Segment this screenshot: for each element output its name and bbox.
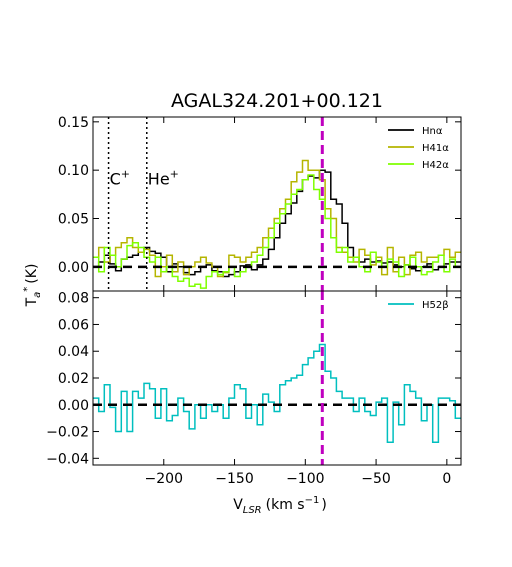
bottom-legend: H52β: [388, 300, 449, 311]
x-axis-label-sup: −1: [305, 495, 320, 506]
annotation-superscript: +: [121, 168, 130, 181]
top-overlay-lines: [93, 117, 461, 291]
annotation-text: C: [110, 170, 121, 189]
legend-label-h42: H42α: [422, 160, 449, 171]
x-axis-label-close: ): [321, 497, 326, 513]
x-tick-label: −150: [215, 471, 253, 487]
x-tick-label: 0: [442, 471, 451, 487]
x-axis-label-sub: LSR: [243, 505, 262, 516]
y-tick-label: 0.04: [58, 344, 89, 360]
annotation-text: He: [148, 170, 170, 189]
x-axis: −200 −150 −100 −50 0: [145, 471, 452, 487]
y-tick-label: 0.00: [58, 398, 89, 414]
y-tick-label: 0.00: [58, 260, 89, 276]
bottom-y-axis: −0.04 −0.02 0.00 0.02 0.04 0.06 0.08: [46, 291, 461, 467]
x-axis-label-unit: (km s: [266, 497, 305, 513]
panel-bottom: −0.04−0.020.000.020.040.060.08 −200 −150−…: [46, 291, 461, 487]
y-axis-label-sup: *: [22, 287, 33, 292]
y-tick-label: 0.05: [58, 212, 89, 228]
annotation-superscript: +: [170, 168, 179, 181]
y-axis-label-unit: (K): [24, 264, 40, 284]
annotation-c-ion: C+: [110, 168, 130, 189]
legend-label-hn: Hnα: [422, 126, 443, 137]
chart-title: AGAL324.201+00.121: [171, 90, 383, 112]
y-tick-label: 0.08: [58, 291, 89, 307]
bottom-overlay-lines: [93, 291, 461, 465]
x-axis-label: VLSR (km s−1): [233, 495, 327, 516]
y-axis-label-sub: a: [32, 292, 43, 298]
legend-label-h52: H52β: [422, 300, 449, 311]
top-series-group: [93, 159, 461, 289]
x-axis-label-main: V: [233, 497, 243, 513]
annotation-he-ion: He+: [148, 168, 179, 189]
y-tick-label: 0.06: [58, 317, 89, 333]
bottom-series-group: [93, 343, 461, 443]
bottom-panel-frame: [92, 290, 462, 466]
y-tick-label: −0.02: [46, 425, 89, 441]
series-h52-line: [93, 343, 461, 443]
y-tick-label: 0.15: [58, 115, 89, 131]
y-tick-label: 0.02: [58, 371, 89, 387]
y-axis-label-main: T: [24, 297, 40, 307]
top-legend: Hnα H41α H42α: [388, 126, 449, 171]
y-tick-label: 0.10: [58, 163, 89, 179]
top-annotations: C+ He+: [110, 168, 179, 189]
y-tick-label: −0.04: [46, 451, 89, 467]
x-tick-label: −200: [145, 471, 183, 487]
top-y-axis: 0.00 0.05 0.10 0.15: [58, 115, 461, 291]
x-tick-label: −100: [286, 471, 324, 487]
x-tick-label: −50: [361, 471, 391, 487]
legend-label-h41: H41α: [422, 143, 449, 154]
y-axis-label: Ta* (K): [22, 264, 43, 308]
series-h42-line: [93, 174, 461, 289]
